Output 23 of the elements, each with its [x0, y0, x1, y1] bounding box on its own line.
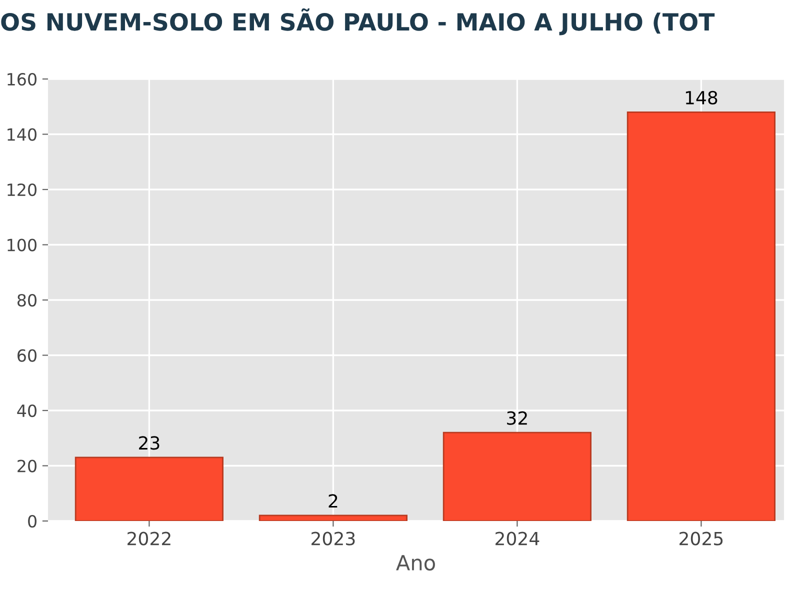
data-label: 23	[139, 436, 160, 450]
bar	[74, 456, 224, 521]
y-tick-label: 120	[8, 183, 36, 196]
data-label: 2	[328, 494, 338, 508]
data-label: 148	[686, 90, 718, 104]
x-tick-label: 2023	[312, 532, 355, 546]
y-tick-label: 100	[8, 238, 36, 252]
x-tick-label: 2025	[680, 532, 723, 546]
bar	[626, 111, 776, 521]
chart-title: OS NUVEM-SOLO EM SÃO PAULO - MAIO A JULHO (TOT	[1, 8, 715, 36]
y-tick-label: 40	[17, 404, 36, 418]
x-tick-label: 2022	[128, 532, 170, 546]
x-axis-title: Ano	[396, 555, 435, 571]
y-tick-label: 20	[18, 460, 36, 472]
y-tick-label: 160	[8, 72, 36, 86]
bar	[442, 432, 592, 521]
y-tick-label: 80	[18, 294, 36, 307]
y-tick-label: 60	[18, 349, 36, 362]
data-label: 32	[507, 411, 527, 425]
x-tick-label: 2024	[496, 532, 540, 546]
y-tick-label: 0	[28, 514, 36, 528]
y-tick-label: 140	[8, 128, 36, 141]
bar	[258, 514, 408, 521]
